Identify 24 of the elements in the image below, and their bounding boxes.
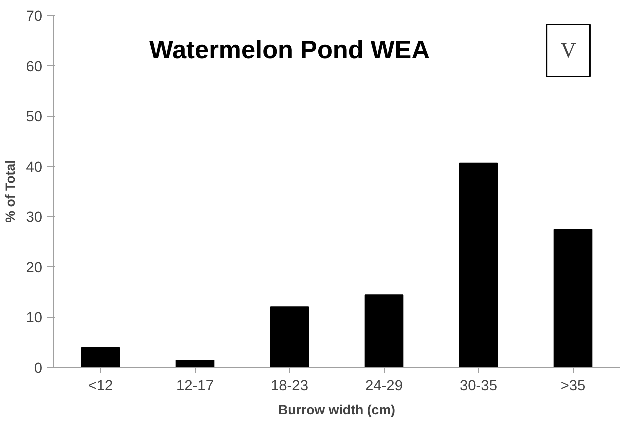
x-tick-label: 24-29 xyxy=(366,378,404,394)
y-axis-title: % of Total xyxy=(3,160,18,223)
x-tick-label: 30-35 xyxy=(460,378,498,394)
bar xyxy=(364,294,404,368)
y-tick-label: 10 xyxy=(26,310,43,327)
x-tick-label: >35 xyxy=(560,378,586,394)
bar xyxy=(270,306,310,368)
x-tick-label: 12-17 xyxy=(176,378,214,394)
y-tick-label: 0 xyxy=(34,361,43,377)
text: Watermelon Pond WEA xyxy=(150,36,430,65)
y-tick-label: 20 xyxy=(26,260,43,276)
y-tick-label: 30 xyxy=(26,210,43,226)
bar xyxy=(459,162,498,368)
y-tick-label: 40 xyxy=(26,160,43,176)
x-tick-label: <12 xyxy=(88,378,114,394)
y-tick-label: 70 xyxy=(26,9,43,25)
bar xyxy=(81,347,120,368)
y-tick-label: 60 xyxy=(26,59,43,76)
x-tick-label: 18-23 xyxy=(271,378,309,394)
y-tick-label: 50 xyxy=(26,110,43,126)
annotation: V xyxy=(560,38,577,63)
bar xyxy=(554,229,593,368)
x-axis-title: Burrow width (cm) xyxy=(278,402,396,418)
bar xyxy=(176,360,215,368)
